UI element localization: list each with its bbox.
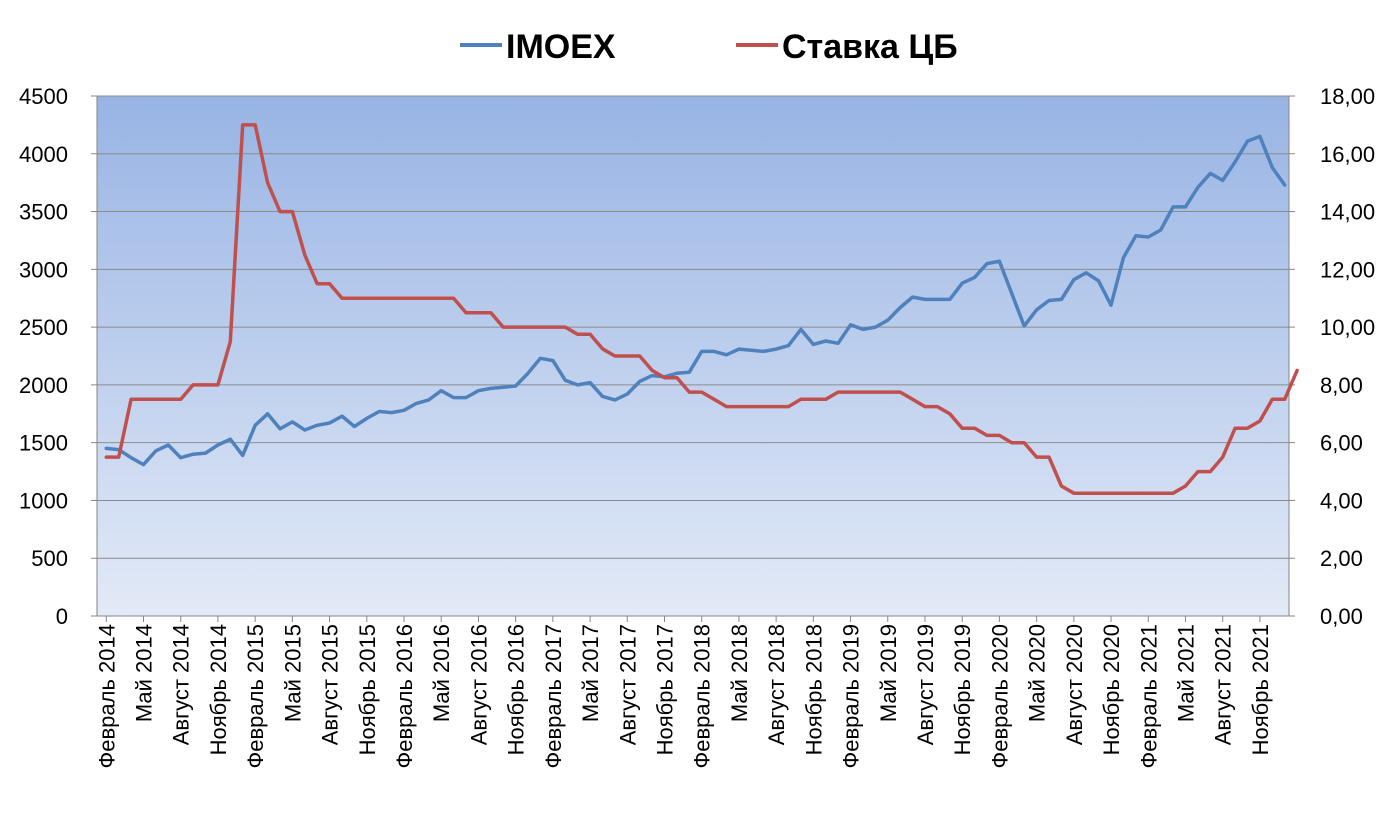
right-tick-label: 18,00 bbox=[1320, 84, 1375, 109]
x-tick-label: Ноябрь 2020 bbox=[1099, 624, 1124, 755]
left-tick-label: 3000 bbox=[19, 257, 68, 282]
x-tick-label: Август 2020 bbox=[1062, 624, 1087, 745]
right-tick-label: 10,00 bbox=[1320, 315, 1375, 340]
x-tick-label: Август 2016 bbox=[466, 624, 491, 745]
left-tick-label: 0 bbox=[56, 604, 68, 629]
right-tick-label: 0,00 bbox=[1320, 604, 1363, 629]
right-tick-label: 4,00 bbox=[1320, 488, 1363, 513]
x-tick-label: Май 2017 bbox=[578, 624, 603, 722]
left-tick-label: 1500 bbox=[19, 431, 68, 456]
x-tick-label: Август 2021 bbox=[1211, 624, 1236, 745]
x-tick-label: Май 2016 bbox=[429, 624, 454, 722]
legend: IMOEX Ставка ЦБ bbox=[460, 28, 958, 66]
x-tick-label: Ноябрь 2014 bbox=[206, 624, 231, 755]
plot-area bbox=[97, 96, 1289, 616]
x-tick-label: Май 2019 bbox=[876, 624, 901, 722]
x-tick-label: Май 2015 bbox=[280, 624, 305, 722]
series-line-rate bbox=[104, 123, 1299, 495]
right-tick-label: 8,00 bbox=[1320, 373, 1363, 398]
x-tick-label: Август 2015 bbox=[318, 624, 343, 745]
x-tick-label: Февраль 2014 bbox=[94, 624, 119, 768]
gridlines bbox=[97, 95, 1289, 559]
left-tick-label: 2500 bbox=[19, 315, 68, 340]
x-tick-label: Май 2018 bbox=[727, 624, 752, 722]
x-tick-label: Ноябрь 2018 bbox=[801, 624, 826, 755]
left-tick-label: 500 bbox=[31, 546, 68, 571]
left-tick-label: 4000 bbox=[19, 142, 68, 167]
x-tick-label: Ноябрь 2017 bbox=[652, 624, 677, 755]
x-tick-label: Май 2014 bbox=[132, 624, 157, 722]
axes bbox=[96, 96, 1290, 617]
left-tick-label: 3500 bbox=[19, 200, 68, 225]
right-tick-label: 12,00 bbox=[1320, 257, 1375, 282]
x-tick-label: Август 2017 bbox=[615, 624, 640, 745]
x-tick-label: Ноябрь 2016 bbox=[504, 624, 529, 755]
legend-label-rate: Ставка ЦБ bbox=[782, 28, 958, 66]
right-tick-label: 2,00 bbox=[1320, 546, 1363, 571]
x-tick-label: Ноябрь 2021 bbox=[1248, 624, 1273, 755]
x-tick-label: Май 2021 bbox=[1173, 624, 1198, 722]
right-tick-label: 16,00 bbox=[1320, 142, 1375, 167]
right-tick-label: 6,00 bbox=[1320, 431, 1363, 456]
series-line-imoex bbox=[104, 134, 1287, 467]
left-tick-label: 1000 bbox=[19, 488, 68, 513]
x-axis-ticks: Февраль 2014 Май 2014 Август 2014 Ноябрь 20… bbox=[94, 616, 1273, 768]
left-axis-ticks: 0 500 1000 1500 2000 2500 3000 3500 4000 4500 bbox=[19, 84, 97, 629]
x-tick-label: Февраль 2017 bbox=[541, 624, 566, 768]
right-tick-label: 14,00 bbox=[1320, 200, 1375, 225]
x-tick-label: Февраль 2021 bbox=[1136, 624, 1161, 768]
left-tick-label: 2000 bbox=[19, 373, 68, 398]
x-tick-label: Февраль 2020 bbox=[987, 624, 1012, 768]
series-lines bbox=[104, 123, 1299, 495]
x-tick-label: Ноябрь 2015 bbox=[355, 624, 380, 755]
x-tick-label: Февраль 2018 bbox=[690, 624, 715, 768]
x-tick-label: Февраль 2016 bbox=[392, 624, 417, 768]
x-tick-label: Ноябрь 2019 bbox=[950, 624, 975, 755]
legend-label-imoex: IMOEX bbox=[506, 28, 616, 66]
x-tick-label: Август 2018 bbox=[764, 624, 789, 745]
right-axis-ticks: 0,00 2,00 4,00 6,00 8,00 10,00 12,00 14,00 16,00… bbox=[1289, 84, 1375, 629]
x-tick-label: Февраль 2019 bbox=[839, 624, 864, 768]
x-tick-label: Февраль 2015 bbox=[243, 624, 268, 768]
left-tick-label: 4500 bbox=[19, 84, 68, 109]
x-tick-label: Май 2020 bbox=[1025, 624, 1050, 722]
x-tick-label: Август 2019 bbox=[913, 624, 938, 745]
x-tick-label: Август 2014 bbox=[169, 624, 194, 745]
